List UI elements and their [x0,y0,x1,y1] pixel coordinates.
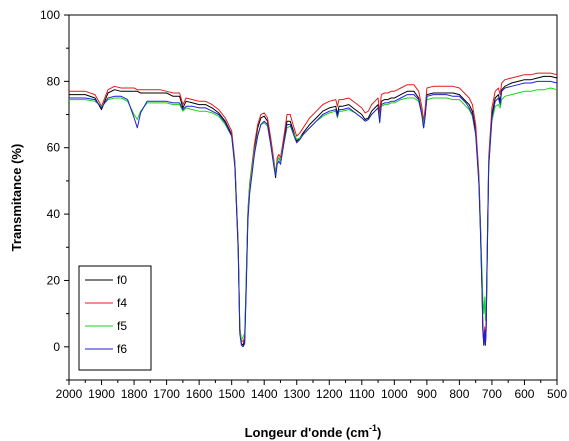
legend-label-f0: f0 [117,273,127,287]
x-axis-title: Longeur d'onde (cm-1) [245,423,382,440]
legend: f0 f4 f5 f6 [78,265,152,371]
x-tick-label: 1300 [283,387,310,401]
y-tick-label: 20 [47,273,61,287]
x-tick-label: 700 [482,387,502,401]
y-tick-label: 0 [53,340,60,354]
x-tick-label: 1800 [121,387,148,401]
x-tick-label: 1200 [316,387,343,401]
x-axis: 2000 1900 1800 1700 1600 1500 1400 1300 1200 1100… [56,380,567,401]
legend-label-f4: f4 [117,296,127,310]
x-tick-label: 600 [514,387,534,401]
x-tick-label: 1100 [349,387,375,401]
y-tick-label: 80 [47,74,61,88]
x-tick-label: 1900 [88,387,115,401]
y-tick-label: 100 [40,8,60,22]
x-tick-label: 1400 [251,387,278,401]
y-tick-label: 60 [47,141,61,155]
x-axis-title-main: Longeur d'onde (cm [245,425,369,440]
x-tick-label: 2000 [56,387,83,401]
legend-label-f6: f6 [117,342,127,356]
x-tick-label: 1500 [218,387,245,401]
series-line-f6 [69,80,558,348]
series-layer [69,72,558,348]
x-tick-label: 1600 [186,387,213,401]
y-tick-label: 40 [47,207,61,221]
x-tick-label: 500 [547,387,567,401]
x-axis-title-superscript: -1 [369,423,377,433]
x-axis-title-close: ) [377,425,381,440]
y-axis-title: Transmitance (%) [9,144,24,252]
y-axis: 0 20 40 60 80 100 [40,8,69,381]
x-tick-label: 900 [417,387,437,401]
x-tick-label: 1000 [381,387,408,401]
x-tick-label: 800 [449,387,469,401]
series-line-f5 [69,87,558,341]
x-tick-label: 1700 [153,387,180,401]
legend-box [78,265,152,371]
legend-label-f5: f5 [117,319,127,333]
